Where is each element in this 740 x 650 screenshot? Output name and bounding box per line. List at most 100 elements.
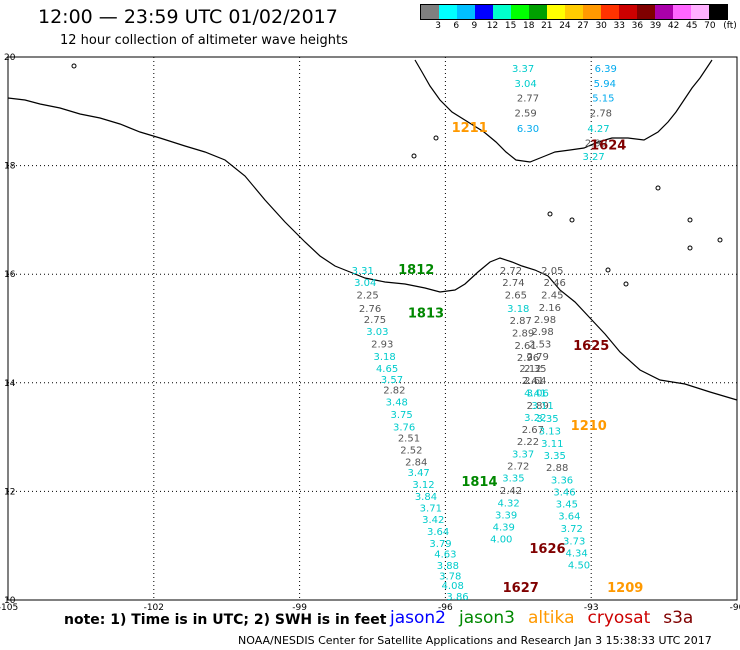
wave-height-value: 2.72 (500, 266, 522, 277)
wave-height-value: 2.59 (514, 109, 536, 120)
wave-height-value: 2.12 (519, 364, 541, 375)
wave-height-value: 2.78 (590, 109, 612, 120)
pass-time-label: 1814 (461, 475, 497, 490)
wave-height-value: 3.35 (536, 414, 558, 425)
island (605, 267, 611, 273)
wave-height-value: 3.47 (408, 468, 430, 479)
wave-height-value: 3.42 (422, 515, 444, 526)
scale-label: 6 (453, 21, 460, 31)
wave-height-value: 3.86 (446, 592, 468, 603)
wave-height-value: 3.45 (556, 500, 578, 511)
wave-height-value: 2.79 (527, 352, 549, 363)
wave-height-values: 3.37 3.04 2.77 2.59 6.30 6.39 5.94 5.15 2.78 4.27… (352, 64, 617, 603)
scale-label: 33 (613, 21, 626, 31)
scale-swatch (583, 5, 601, 19)
pacific-coastline (7, 97, 738, 401)
wave-height-value: 2.82 (383, 386, 405, 397)
scale-label: 36 (631, 21, 644, 31)
x-tick-label: -96 (438, 603, 453, 613)
wave-height-value: 3.88 (437, 561, 459, 572)
wave-height-value: 4.39 (493, 522, 515, 533)
coastline (7, 59, 738, 401)
wave-height-value: 3.11 (531, 401, 553, 412)
wave-height-value: 2.72 (507, 462, 529, 473)
scale-swatch (475, 5, 493, 19)
pass-time-label: 1626 (529, 542, 565, 557)
pass-time-label: 1812 (398, 263, 434, 278)
scale-label: 39 (649, 21, 662, 31)
scale-label: 24 (559, 21, 571, 31)
x-tick-label: -102 (144, 603, 164, 613)
wave-height-value: 3.64 (558, 512, 580, 523)
wave-height-value: 2.64 (524, 376, 546, 387)
wave-height-value: 3.71 (420, 503, 442, 514)
scale-label: 27 (577, 21, 589, 31)
map-subtitle: 12 hour collection of altimeter wave hei… (60, 33, 348, 48)
wave-height-value: 2.45 (541, 291, 563, 302)
note-text: note: 1) Time is in UTC; 2) SWH is in fe… (64, 612, 387, 628)
wave-height-value: 3.18 (507, 304, 529, 315)
wave-height-value: 2.67 (522, 425, 544, 436)
island (623, 281, 629, 287)
wave-height-value: 2.51 (398, 433, 420, 444)
wave-height-value: 2.76 (359, 304, 381, 315)
scale-swatch (655, 5, 673, 19)
wave-height-value: 2.42 (500, 486, 522, 497)
wave-height-value: 2.61 (514, 341, 536, 352)
wave-height-value: 2.89 (527, 401, 549, 412)
scale-swatch (601, 5, 619, 19)
wave-height-value: 4.63 (434, 550, 456, 561)
wave-height-value: 2.35 (524, 364, 546, 375)
island (547, 211, 553, 217)
wave-height-value: 3.13 (539, 426, 561, 437)
scale-swatch (457, 5, 475, 19)
island (569, 217, 575, 223)
x-tick-label: -105 (0, 603, 18, 613)
wave-height-value: 3.48 (386, 398, 408, 409)
wave-height-value: 3.78 (439, 571, 461, 582)
wave-height-value: 2.22 (517, 437, 539, 448)
satellite-legend: jason2 jason3 altika cryosat s3a (390, 608, 706, 628)
wave-height-value: 3.36 (551, 475, 573, 486)
color-scale-labels: 3 6 9 12 15 18 21 24 27 30 33 36 39 42 45 70 (ft) (420, 21, 740, 35)
scale-label: 3 (435, 21, 441, 31)
wave-height-value: 4.41 (524, 388, 546, 399)
wave-height-value: 2.74 (502, 278, 524, 289)
wave-height-value: 3.37 (512, 450, 534, 461)
wave-height-value: 2.75 (364, 315, 386, 326)
wave-height-value: 3.04 (514, 79, 536, 90)
wave-height-value: 3.64 (427, 527, 449, 538)
x-tick-label: -90 (730, 603, 740, 613)
island (71, 63, 77, 69)
pass-time-label: 1627 (503, 581, 539, 596)
wave-height-value: 2.05 (541, 266, 563, 277)
wave-height-value: 3.75 (391, 410, 413, 421)
pass-time-label: 1209 (607, 581, 643, 596)
wave-height-value: 2.99 (585, 139, 607, 150)
pass-time-label: 1813 (408, 307, 444, 322)
scale-swatch (619, 5, 637, 19)
island (717, 237, 723, 243)
wave-height-value: 4.00 (490, 534, 512, 545)
map-frame (7, 56, 738, 601)
wave-height-value: 2.16 (539, 303, 561, 314)
scale-label: 18 (522, 21, 535, 31)
pass-time-label: 1624 (590, 138, 626, 153)
wave-height-value: 4.65 (376, 364, 398, 375)
wave-height-value: 3.27 (582, 152, 604, 163)
scale-swatch (439, 5, 457, 19)
wave-height-value: 2.41 (522, 376, 544, 387)
wave-height-value: 3.72 (561, 524, 583, 535)
wave-height-value: 3.35 (544, 451, 566, 462)
scale-label: 15 (504, 21, 517, 31)
wave-height-value: 4.34 (565, 549, 587, 560)
scale-label: 45 (686, 21, 698, 31)
scale-label: 12 (486, 21, 499, 31)
x-tick-label: -93 (584, 603, 599, 613)
scale-swatch (673, 5, 691, 19)
wave-height-value: 3.76 (393, 423, 415, 434)
island (433, 135, 439, 141)
map-title: 12:00 — 23:59 UTC 01/02/2017 (38, 6, 338, 28)
island (655, 185, 661, 191)
scale-label: 70 (704, 21, 716, 31)
